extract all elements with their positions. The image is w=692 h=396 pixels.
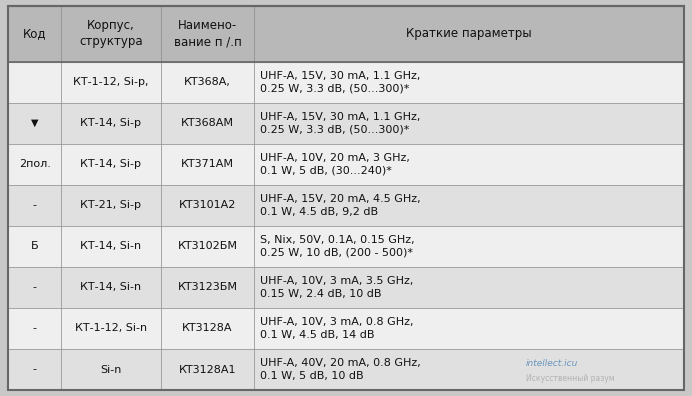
Bar [8, 6, 684, 62]
Bar [8, 267, 684, 308]
Text: КТ-14, Si-n: КТ-14, Si-n [80, 242, 142, 251]
Text: -: - [33, 200, 37, 210]
Text: -: - [33, 282, 37, 292]
Text: Б: Б [31, 242, 39, 251]
Text: UHF-A, 15V, 30 mA, 1.1 GHz,
0.25 W, 3.3 dB, (50...300)*: UHF-A, 15V, 30 mA, 1.1 GHz, 0.25 W, 3.3 … [260, 71, 420, 93]
Text: КТ3128А: КТ3128А [182, 324, 233, 333]
Text: -: - [33, 324, 37, 333]
Bar [8, 226, 684, 267]
Text: Код: Код [23, 27, 46, 40]
Text: КТ-1-12, Si-p,: КТ-1-12, Si-p, [73, 77, 149, 87]
Text: UHF-A, 10V, 3 mA, 0.8 GHz,
0.1 W, 4.5 dB, 14 dB: UHF-A, 10V, 3 mA, 0.8 GHz, 0.1 W, 4.5 dB… [260, 317, 413, 340]
Text: Искусственный разум: Искусственный разум [526, 374, 614, 383]
Text: S, Nix, 50V, 0.1A, 0.15 GHz,
0.25 W, 10 dB, (200 - 500)*: S, Nix, 50V, 0.1A, 0.15 GHz, 0.25 W, 10 … [260, 235, 415, 258]
Text: КТ3102БМ: КТ3102БМ [178, 242, 237, 251]
Bar [8, 144, 684, 185]
Bar [8, 308, 684, 349]
Bar [8, 62, 684, 103]
Bar [8, 103, 684, 144]
Text: КТ3123БМ: КТ3123БМ [178, 282, 237, 292]
Text: UHF-A, 15V, 30 mA, 1.1 GHz,
0.25 W, 3.3 dB, (50...300)*: UHF-A, 15V, 30 mA, 1.1 GHz, 0.25 W, 3.3 … [260, 112, 420, 135]
Text: Наимено-
вание п /.п: Наимено- вание п /.п [174, 19, 242, 48]
Text: UHF-A, 10V, 3 mA, 3.5 GHz,
0.15 W, 2.4 dB, 10 dB: UHF-A, 10V, 3 mA, 3.5 GHz, 0.15 W, 2.4 d… [260, 276, 413, 299]
Text: КТ3101А2: КТ3101А2 [179, 200, 236, 210]
Text: КТ-14, Si-p: КТ-14, Si-p [80, 118, 141, 128]
Text: КТ-1-12, Si-n: КТ-1-12, Si-n [75, 324, 147, 333]
Text: 2пол.: 2пол. [19, 159, 51, 169]
Bar [8, 349, 684, 390]
Text: КТ368АМ: КТ368АМ [181, 118, 234, 128]
Text: UHF-A, 40V, 20 mA, 0.8 GHz,
0.1 W, 5 dB, 10 dB: UHF-A, 40V, 20 mA, 0.8 GHz, 0.1 W, 5 dB,… [260, 358, 421, 381]
Text: КТ3128А1: КТ3128А1 [179, 365, 236, 375]
Text: Корпус,
структура: Корпус, структура [79, 19, 143, 48]
Text: UHF-A, 15V, 20 mA, 4.5 GHz,
0.1 W, 4.5 dB, 9,2 dB: UHF-A, 15V, 20 mA, 4.5 GHz, 0.1 W, 4.5 d… [260, 194, 420, 217]
Text: КТ-14, Si-p: КТ-14, Si-p [80, 159, 141, 169]
Bar [8, 185, 684, 226]
Text: КТ-21, Si-p: КТ-21, Si-p [80, 200, 141, 210]
Text: -: - [33, 365, 37, 375]
Text: КТ-14, Si-n: КТ-14, Si-n [80, 282, 142, 292]
Text: Si-n: Si-n [100, 365, 122, 375]
Text: Краткие параметры: Краткие параметры [406, 27, 531, 40]
Text: intellect.icu: intellect.icu [526, 359, 579, 368]
Text: КТ371АМ: КТ371АМ [181, 159, 234, 169]
Text: UHF-A, 10V, 20 mA, 3 GHz,
0.1 W, 5 dB, (30...240)*: UHF-A, 10V, 20 mA, 3 GHz, 0.1 W, 5 dB, (… [260, 153, 410, 176]
Text: ▼: ▼ [31, 118, 38, 128]
Text: КТ368А,: КТ368А, [184, 77, 231, 87]
